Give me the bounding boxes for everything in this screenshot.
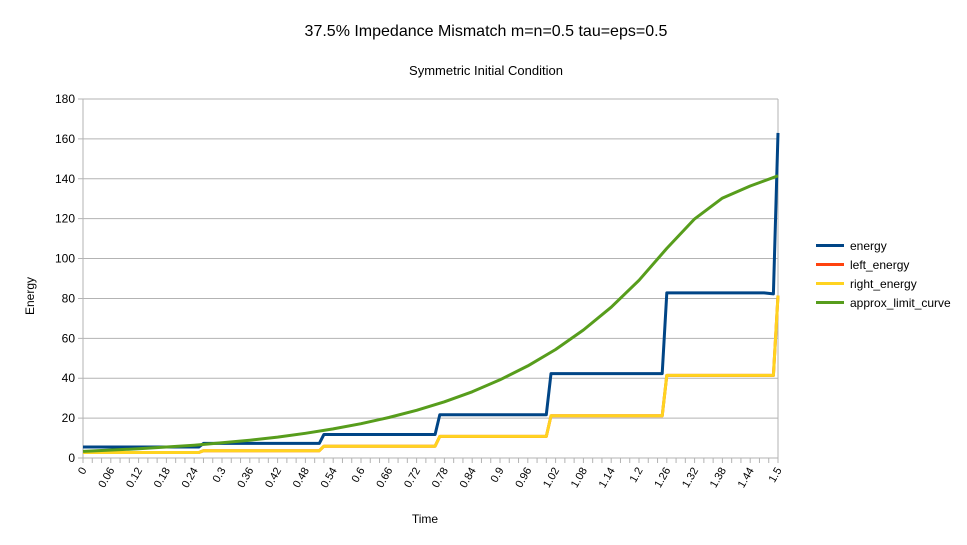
y-tick-label: 40 bbox=[62, 371, 76, 385]
x-tick-label: 0.54 bbox=[319, 466, 340, 491]
legend-swatch bbox=[816, 282, 844, 285]
series-line-energy bbox=[83, 132, 780, 449]
x-tick-label: 1.38 bbox=[708, 466, 729, 491]
legend-swatch bbox=[816, 301, 844, 304]
legend-label: left_energy bbox=[850, 257, 910, 272]
x-tick-label: 0.3 bbox=[211, 466, 229, 485]
legend-item: approx_limit_curve bbox=[816, 293, 951, 312]
x-tick-label: 1.14 bbox=[597, 466, 618, 491]
x-tick-label: 1.02 bbox=[541, 466, 562, 491]
chart-title: 37.5% Impedance Mismatch m=n=0.5 tau=eps… bbox=[305, 23, 668, 40]
x-tick-label: 0.72 bbox=[402, 466, 423, 491]
x-tick-label: 0.06 bbox=[96, 466, 117, 491]
x-tick-label: 0.96 bbox=[513, 466, 534, 491]
x-tick-label: 0.24 bbox=[180, 466, 201, 491]
legend-swatch bbox=[816, 263, 844, 266]
x-tick-label: 0.48 bbox=[291, 466, 312, 491]
x-tick-label: 1.08 bbox=[569, 466, 590, 491]
y-tick-label: 0 bbox=[68, 451, 75, 465]
y-tick-label: 100 bbox=[55, 252, 75, 266]
series-line-right_energy bbox=[83, 295, 780, 454]
legend: energy left_energy right_energy approx_limi… bbox=[816, 236, 951, 312]
x-tick-label: 1.2 bbox=[628, 466, 646, 485]
legend-label: approx_limit_curve bbox=[850, 295, 951, 310]
chart-subtitle: Symmetric Initial Condition bbox=[409, 63, 563, 78]
legend-item: right_energy bbox=[816, 274, 951, 293]
y-tick-label: 120 bbox=[55, 212, 75, 226]
tick-labels: 0 20 40 60 80 100 120 140 160 180 0 0.06 0.12 0.18 0.2… bbox=[55, 92, 785, 490]
x-tick-label: 1.26 bbox=[652, 466, 673, 491]
legend-label: right_energy bbox=[850, 276, 917, 291]
x-tick-label: 0.66 bbox=[374, 466, 395, 491]
y-tick-label: 180 bbox=[55, 92, 75, 106]
y-tick-label: 140 bbox=[55, 172, 75, 186]
x-tick-label: 0.18 bbox=[152, 466, 173, 491]
x-tick-label: 0.42 bbox=[263, 466, 284, 491]
legend-swatch bbox=[816, 244, 844, 247]
legend-label: energy bbox=[850, 238, 887, 253]
y-tick-label: 60 bbox=[62, 331, 76, 345]
legend-item: energy bbox=[816, 236, 951, 255]
y-tick-label: 160 bbox=[55, 132, 75, 146]
x-tick-label: 0.78 bbox=[430, 466, 451, 491]
x-tick-label: 1.44 bbox=[736, 466, 757, 491]
x-tick-label: 0.36 bbox=[235, 466, 256, 491]
x-tick-label: 1.32 bbox=[680, 466, 701, 491]
grid bbox=[78, 98, 778, 459]
x-tick-label: 0.9 bbox=[489, 466, 507, 485]
x-tick-label: 0.12 bbox=[124, 466, 145, 491]
series-lines bbox=[82, 132, 780, 454]
x-tick-label: 0 bbox=[76, 466, 89, 477]
x-tick-label: 0.6 bbox=[350, 466, 368, 485]
legend-item: left_energy bbox=[816, 255, 951, 274]
y-axis-label: Energy bbox=[23, 277, 37, 315]
y-tick-label: 20 bbox=[62, 411, 76, 425]
y-tick-label: 80 bbox=[62, 291, 76, 305]
x-tick-label: 0.84 bbox=[458, 466, 479, 491]
series-line-approx_limit_curve bbox=[82, 174, 779, 453]
x-axis-label: Time bbox=[412, 512, 439, 526]
x-tick-label: 1.5 bbox=[767, 466, 785, 485]
axes bbox=[82, 99, 779, 463]
